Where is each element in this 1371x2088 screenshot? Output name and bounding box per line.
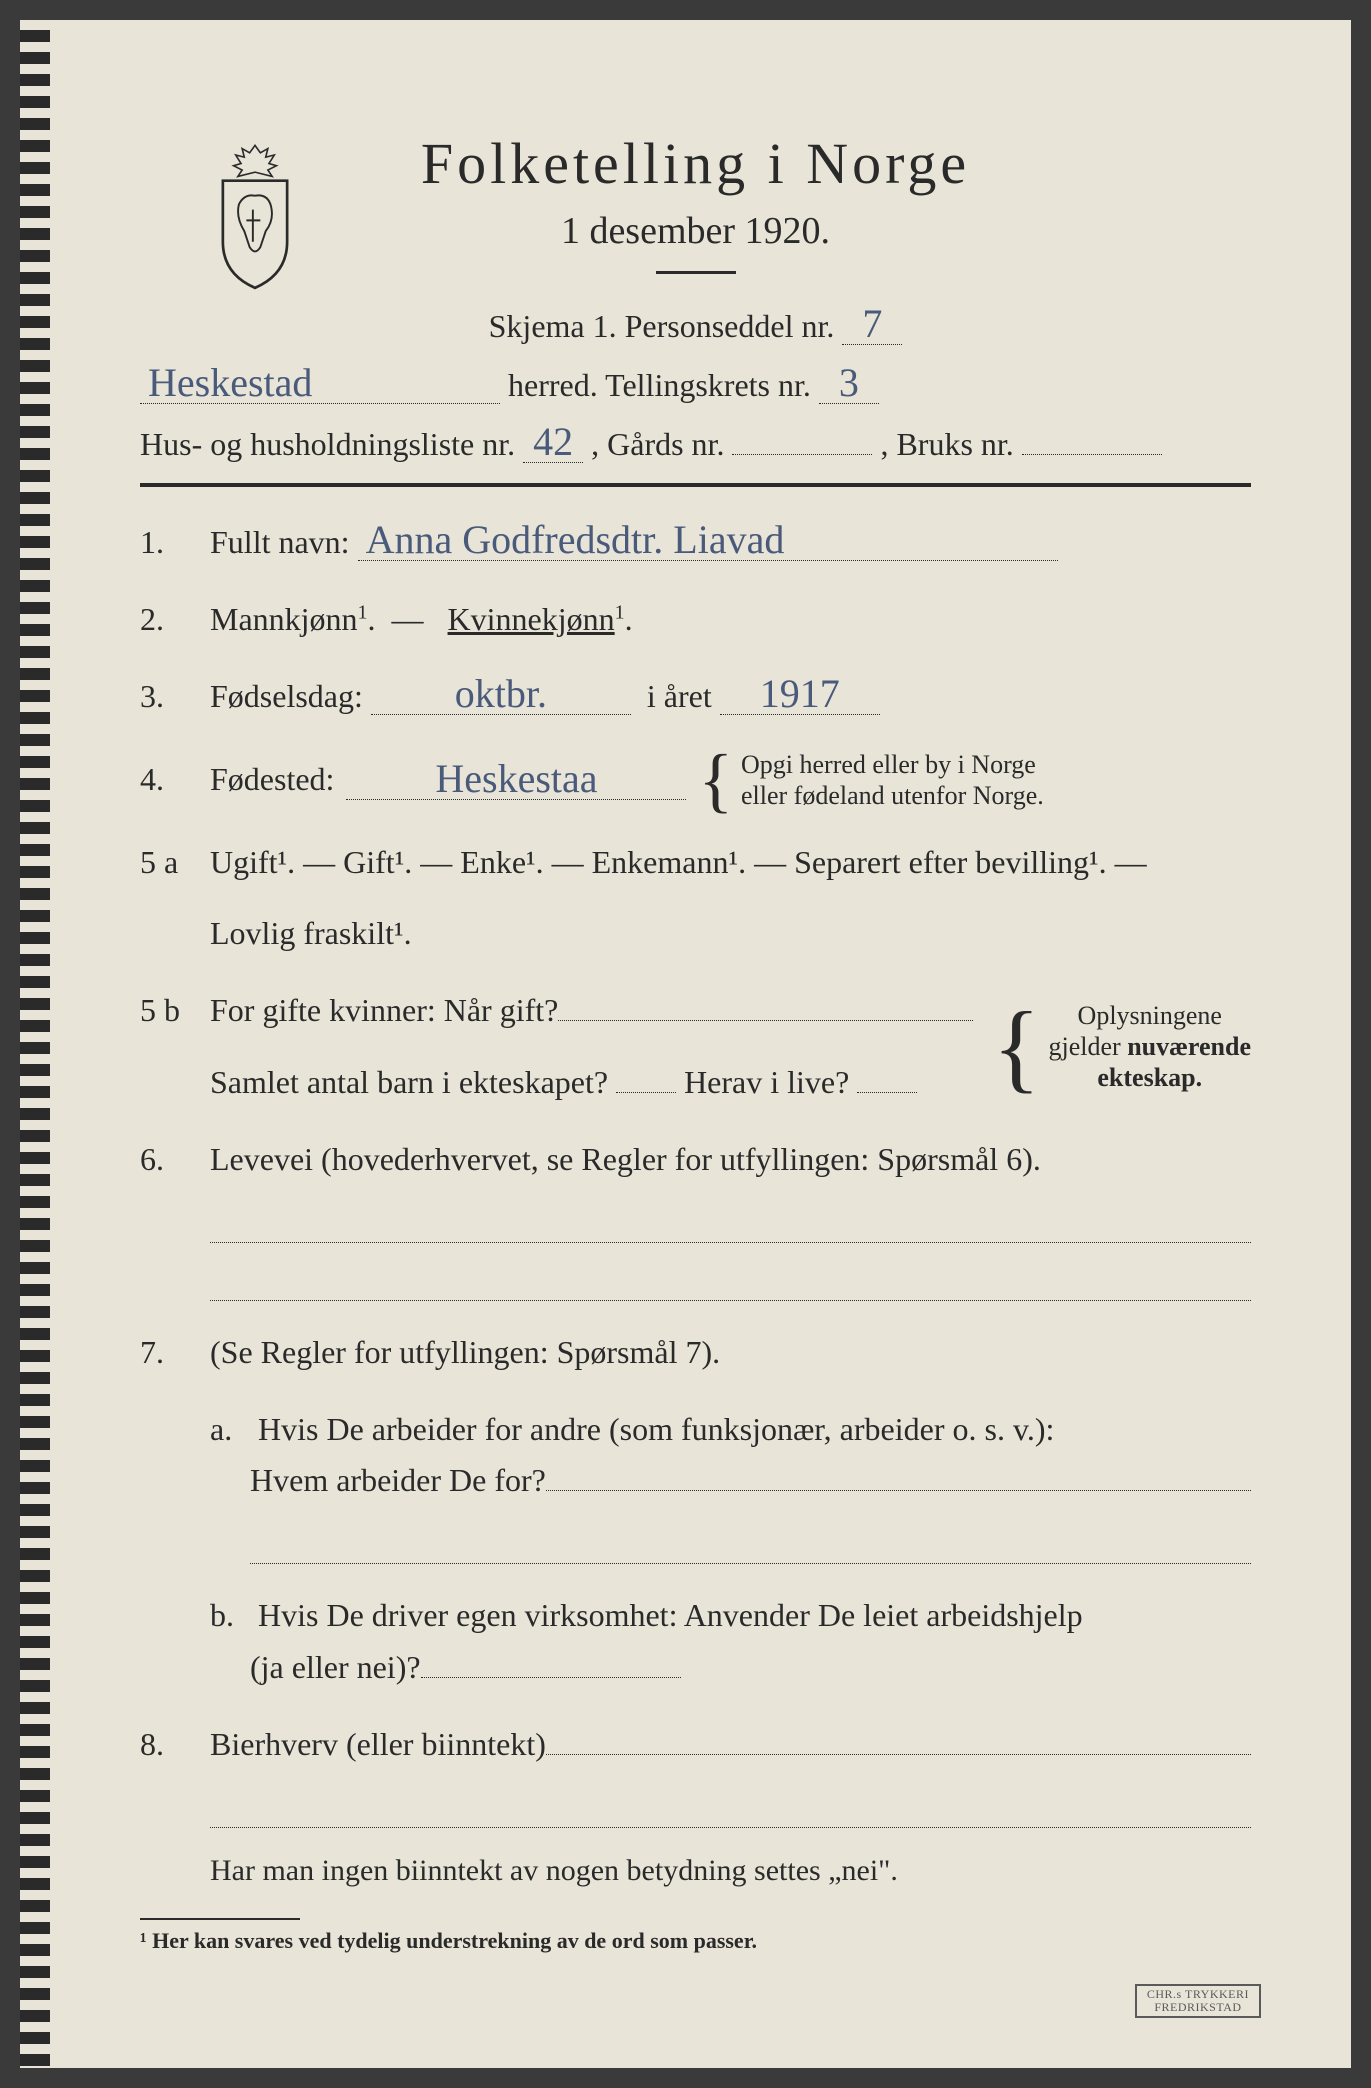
q7a-blank2 — [250, 1532, 1251, 1564]
header-divider — [140, 483, 1251, 487]
hus-label: Hus- og husholdningsliste nr. — [140, 426, 515, 463]
question-5a: 5 a Ugift¹. — Gift¹. — Enke¹. — Enkemann… — [140, 837, 1251, 959]
q7b-label: b. — [210, 1590, 250, 1641]
q7a-text1: Hvis De arbeider for andre (som funksjon… — [258, 1411, 1054, 1447]
gards-blank — [732, 423, 872, 455]
q3-day: oktbr. — [371, 674, 631, 715]
meta-hus-row: Hus- og husholdningsliste nr. 42 , Gårds… — [140, 422, 1251, 463]
q5a-options2: Lovlig fraskilt¹. — [210, 908, 1251, 959]
husholdningsliste-number: 42 — [523, 422, 583, 463]
q5b-blank1 — [558, 989, 972, 1021]
q5a-options: Ugift¹. — Gift¹. — Enke¹. — Enkemann¹. —… — [210, 837, 1251, 888]
q3-num: 3. — [140, 671, 210, 722]
q1-fullname: Anna Godfredsdtr. Liavad — [358, 520, 1058, 561]
q7-num: 7. — [140, 1327, 210, 1378]
personseddel-number: 7 — [842, 304, 902, 345]
q3-year: 1917 — [720, 674, 880, 715]
q4-label: Fødested: — [210, 754, 334, 805]
q5b-line2b: Herav i live? — [684, 1057, 849, 1108]
q2-num: 2. — [140, 594, 210, 645]
q5b-blank2 — [616, 1061, 676, 1093]
question-4: 4. Fødested: Heskestaa { Opgi herred ell… — [140, 749, 1251, 811]
q8-blank2 — [210, 1796, 1251, 1828]
header: Folketelling i Norge 1 desember 1920. Sk… — [140, 130, 1251, 345]
q5b-note2: gjelder nuværende — [1049, 1032, 1251, 1061]
stamp-line1: CHR.s TRYKKERI — [1147, 1987, 1249, 2001]
q5b-note: { Oplysningene gjelder nuværende ekteska… — [993, 1000, 1251, 1094]
q4-note: { Opgi herred eller by i Norge eller fød… — [698, 749, 1043, 811]
stamp-line2: FREDRIKSTAD — [1154, 2000, 1241, 2014]
skjema-label: Skjema 1. Personseddel nr. — [489, 308, 835, 344]
printer-stamp: CHR.s TRYKKERI FREDRIKSTAD — [1135, 1984, 1261, 2018]
q8-blank — [546, 1723, 1251, 1755]
coat-of-arms-icon — [200, 140, 310, 290]
q5b-blank3 — [857, 1061, 917, 1093]
herred-value: Heskestad — [140, 363, 500, 404]
meta-skjema: Skjema 1. Personseddel nr. 7 — [140, 304, 1251, 345]
q5b-line2a: Samlet antal barn i ekteskapet? — [210, 1057, 608, 1108]
q7b-text1: Hvis De driver egen virksomhet: Anvender… — [258, 1597, 1083, 1633]
q8-label: Bierhverv (eller biinntekt) — [210, 1719, 546, 1770]
q7a-text2: Hvem arbeider De for? — [250, 1455, 546, 1506]
q7b-text2: (ja eller nei)? — [250, 1642, 421, 1693]
tail-note: Har man ingen biinntekt av nogen betydni… — [210, 1854, 1251, 1888]
gards-label: , Gårds nr. — [591, 426, 724, 463]
q7-intro: (Se Regler for utfyllingen: Spørsmål 7). — [210, 1327, 1251, 1378]
q4-note-text: Opgi herred eller by i Norge eller fødel… — [741, 749, 1044, 811]
question-7a: a. Hvis De arbeider for andre (som funks… — [210, 1404, 1251, 1506]
q7b-blank — [421, 1646, 681, 1678]
q5b-note3: ekteskap. — [1097, 1063, 1202, 1092]
q5b-note1: Oplysningene — [1078, 1001, 1222, 1030]
bruks-blank — [1022, 423, 1162, 455]
q1-label: Fullt navn: — [210, 524, 350, 560]
q8-num: 8. — [140, 1719, 210, 1770]
brace-icon: { — [698, 750, 733, 810]
question-6: 6. Levevei (hovederhvervet, se Regler fo… — [140, 1134, 1251, 1185]
brace-icon-2: { — [993, 1007, 1041, 1087]
q5a-num: 5 a — [140, 837, 210, 888]
footnote: ¹ Her kan svares ved tydelig understrekn… — [140, 1928, 1251, 1954]
herred-label: herred. Tellingskrets nr. — [508, 367, 811, 404]
page-perforations — [20, 20, 50, 2068]
census-form-page: Folketelling i Norge 1 desember 1920. Sk… — [20, 20, 1351, 2068]
meta-herred-row: Heskestad herred. Tellingskrets nr. 3 — [140, 363, 1251, 404]
sup-1a: 1 — [358, 602, 368, 624]
question-7b: b. Hvis De driver egen virksomhet: Anven… — [210, 1590, 1251, 1692]
q6-num: 6. — [140, 1134, 210, 1185]
question-7: 7. (Se Regler for utfyllingen: Spørsmål … — [140, 1327, 1251, 1378]
sup-1b: 1 — [615, 602, 625, 624]
tellingskrets-number: 3 — [819, 363, 879, 404]
q3-label: Fødselsdag: — [210, 678, 363, 714]
q7a-blank — [546, 1459, 1251, 1491]
title-divider — [656, 271, 736, 274]
question-5b: 5 b For gifte kvinner: Når gift? Samlet … — [140, 985, 1251, 1107]
question-3: 3. Fødselsdag: oktbr. i året 1917 — [140, 671, 1251, 722]
q2-kvinne: Kvinnekjønn — [448, 601, 615, 637]
q4-note-line2: eller fødeland utenfor Norge. — [741, 781, 1044, 810]
question-1: 1. Fullt navn: Anna Godfredsdtr. Liavad — [140, 517, 1251, 568]
q6-text: Levevei (hovederhvervet, se Regler for u… — [210, 1134, 1251, 1185]
q5b-left: For gifte kvinner: Når gift? Samlet anta… — [210, 985, 973, 1107]
q6-blank1 — [210, 1211, 1251, 1243]
q1-num: 1. — [140, 517, 210, 568]
q2-mann: Mannkjønn — [210, 601, 358, 637]
q6-blank2 — [210, 1269, 1251, 1301]
q4-note-line1: Opgi herred eller by i Norge — [741, 750, 1036, 779]
footnote-rule — [140, 1918, 300, 1920]
q7a-label: a. — [210, 1404, 250, 1455]
q4-num: 4. — [140, 754, 210, 805]
q3-mid: i året — [647, 678, 712, 714]
question-8: 8. Bierhverv (eller biinntekt) — [140, 1719, 1251, 1770]
question-2: 2. Mannkjønn1. — Kvinnekjønn1. — [140, 594, 1251, 645]
q5b-note-text: Oplysningene gjelder nuværende ekteskap. — [1049, 1000, 1251, 1094]
q5b-line1: For gifte kvinner: Når gift? — [210, 985, 558, 1036]
bruks-label: , Bruks nr. — [880, 426, 1013, 463]
q5b-num: 5 b — [140, 985, 210, 1036]
q4-birthplace: Heskestaa — [346, 759, 686, 800]
